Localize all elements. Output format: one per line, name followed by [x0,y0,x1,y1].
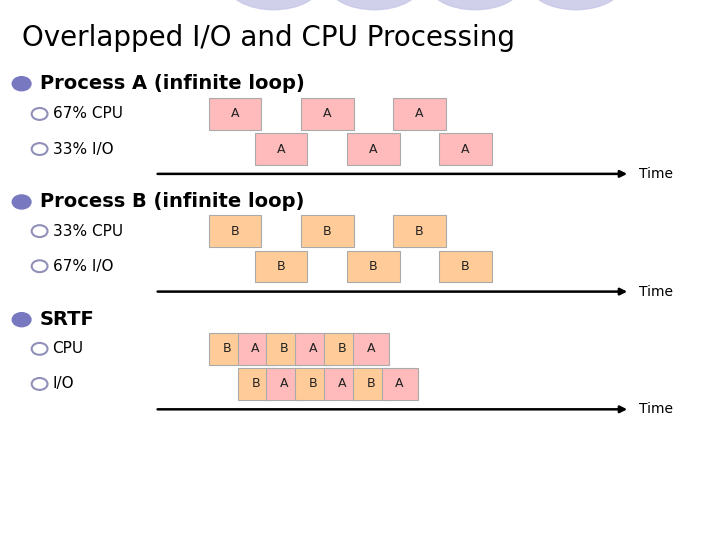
FancyBboxPatch shape [238,368,274,400]
FancyBboxPatch shape [324,368,360,400]
FancyBboxPatch shape [324,333,360,365]
Text: B: B [280,342,289,355]
FancyBboxPatch shape [266,333,302,365]
Text: 67% CPU: 67% CPU [53,106,122,122]
Text: Time: Time [639,285,673,299]
Text: B: B [462,260,469,273]
Text: B: B [251,377,260,390]
FancyBboxPatch shape [209,215,261,247]
Text: B: B [369,260,377,273]
Ellipse shape [227,0,320,10]
Text: 67% I/O: 67% I/O [53,259,113,274]
FancyBboxPatch shape [353,333,389,365]
Circle shape [12,195,31,209]
FancyBboxPatch shape [353,368,389,400]
Text: A: A [309,342,318,355]
Text: A: A [369,143,377,156]
FancyBboxPatch shape [255,133,307,165]
Text: B: B [323,225,331,238]
Text: A: A [395,377,404,390]
Circle shape [12,77,31,91]
Text: B: B [277,260,285,273]
FancyBboxPatch shape [439,133,492,165]
FancyBboxPatch shape [209,98,261,130]
Text: B: B [222,342,231,355]
Text: A: A [366,342,375,355]
Text: 33% I/O: 33% I/O [53,141,113,157]
Text: B: B [231,225,239,238]
Text: Overlapped I/O and CPU Processing: Overlapped I/O and CPU Processing [22,24,515,52]
Ellipse shape [428,0,522,10]
Text: B: B [366,377,375,390]
Text: A: A [280,377,289,390]
FancyBboxPatch shape [209,333,245,365]
FancyBboxPatch shape [439,251,492,282]
Text: Process B (infinite loop): Process B (infinite loop) [40,192,304,212]
Ellipse shape [529,0,623,10]
Text: Process A (infinite loop): Process A (infinite loop) [40,74,305,93]
FancyBboxPatch shape [238,333,274,365]
FancyBboxPatch shape [382,368,418,400]
Text: A: A [323,107,331,120]
Text: Time: Time [639,167,673,181]
Text: I/O: I/O [53,376,74,392]
FancyBboxPatch shape [301,98,354,130]
FancyBboxPatch shape [301,215,354,247]
Text: A: A [251,342,260,355]
FancyBboxPatch shape [255,251,307,282]
Text: B: B [309,377,318,390]
FancyBboxPatch shape [393,98,446,130]
FancyBboxPatch shape [295,333,331,365]
Text: B: B [338,342,346,355]
Text: SRTF: SRTF [40,310,94,329]
Text: CPU: CPU [53,341,84,356]
Text: A: A [415,107,423,120]
Text: 33% CPU: 33% CPU [53,224,122,239]
FancyBboxPatch shape [393,215,446,247]
Text: Time: Time [639,402,673,416]
Circle shape [12,313,31,327]
FancyBboxPatch shape [347,133,400,165]
Text: B: B [415,225,423,238]
Text: A: A [277,143,285,156]
Text: A: A [231,107,239,120]
Ellipse shape [328,0,421,10]
FancyBboxPatch shape [347,251,400,282]
FancyBboxPatch shape [295,368,331,400]
Text: A: A [338,377,346,390]
Text: A: A [462,143,469,156]
FancyBboxPatch shape [266,368,302,400]
